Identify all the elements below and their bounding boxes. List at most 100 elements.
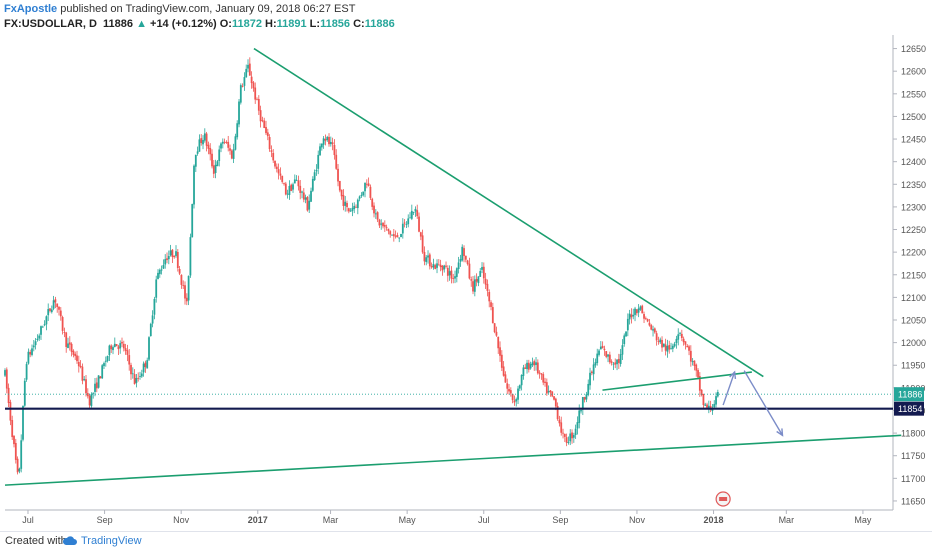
- candle-body: [248, 63, 251, 76]
- candle-body: [468, 263, 471, 279]
- candle-body: [661, 339, 663, 348]
- candle-body: [506, 383, 509, 389]
- candle-body: [306, 197, 309, 211]
- candle-body: [227, 141, 230, 148]
- candle-body: [311, 178, 314, 191]
- candle-body: [349, 210, 352, 212]
- candle-body: [95, 382, 98, 389]
- candle-body: [189, 237, 192, 276]
- symbol-info: FX:USDOLLAR, D 11886 ▲ +14 (+0.12%) O:11…: [4, 18, 395, 30]
- y-tick-label: 12150: [901, 270, 926, 280]
- candle-body: [387, 228, 390, 232]
- created-with-label: Created with: [5, 535, 67, 547]
- candle-body: [385, 226, 388, 228]
- candle-body: [52, 300, 55, 309]
- candle-body: [441, 265, 444, 271]
- candle-body: [713, 403, 716, 408]
- publish-info: FxApostle published on TradingView.com, …: [4, 3, 355, 15]
- candle-body: [297, 180, 300, 187]
- candle-body: [565, 437, 568, 443]
- candle-body: [558, 419, 561, 424]
- candle-body: [646, 319, 649, 322]
- candle-body: [389, 231, 392, 235]
- candle-body: [310, 190, 312, 202]
- candle-body: [680, 333, 683, 338]
- candle-body: [274, 160, 276, 167]
- candle-body: [266, 132, 269, 137]
- candle-body: [520, 374, 523, 386]
- price-chart[interactable]: 1165011700117501180011850119001195012000…: [0, 0, 932, 532]
- candle-body: [542, 374, 545, 383]
- candle-body: [691, 361, 694, 363]
- candle-body: [344, 201, 347, 206]
- candle-body: [484, 278, 487, 285]
- candle-body: [184, 285, 186, 299]
- candle-body: [686, 345, 689, 348]
- candle-body: [85, 379, 87, 394]
- candle-body: [203, 133, 206, 141]
- candle-body: [205, 133, 208, 146]
- candle-body: [265, 127, 267, 134]
- candle-body: [162, 265, 165, 269]
- candle-body: [560, 422, 563, 433]
- candle-body: [288, 185, 291, 195]
- low-value: 11856: [320, 18, 351, 30]
- candle-body: [405, 224, 408, 225]
- candle-body: [659, 339, 662, 343]
- candle-body: [286, 193, 289, 195]
- candle-body: [137, 377, 140, 379]
- candle-body: [171, 249, 174, 258]
- candle-body: [493, 323, 496, 333]
- candle-body: [234, 136, 237, 150]
- candle-body: [391, 234, 393, 236]
- candle-body: [470, 279, 473, 281]
- candle-body: [92, 392, 95, 394]
- candle-body: [76, 355, 78, 362]
- tradingview-link[interactable]: TradingView: [81, 535, 142, 547]
- support-price-badge: 11854: [898, 404, 922, 414]
- candle-body: [373, 205, 375, 214]
- candle-body: [275, 166, 278, 169]
- candle-body: [72, 350, 75, 355]
- candle-body: [122, 343, 125, 349]
- candle-body: [50, 309, 53, 313]
- candle-body: [308, 200, 311, 210]
- candle-body: [230, 150, 233, 159]
- trendline: [253, 47, 764, 378]
- candle-body: [257, 98, 260, 111]
- candle-body: [322, 138, 325, 145]
- candle-body: [319, 146, 321, 156]
- candle-body: [704, 404, 707, 406]
- candle-body: [160, 269, 163, 271]
- candle-body: [11, 420, 14, 438]
- candle-body: [317, 154, 320, 169]
- candle-body: [4, 370, 6, 376]
- candle-body: [466, 260, 469, 265]
- candle-body: [425, 257, 428, 263]
- x-tick-label: Sep: [97, 515, 113, 525]
- candle-body: [508, 389, 510, 392]
- candle-body: [101, 365, 104, 379]
- candle-body: [176, 251, 179, 269]
- candle-body: [108, 345, 111, 356]
- candle-body: [232, 149, 235, 159]
- author-link[interactable]: FxApostle: [4, 3, 58, 15]
- x-tick-label: Mar: [779, 515, 795, 525]
- candle-body: [374, 213, 377, 215]
- candle-body: [596, 353, 599, 364]
- candle-body: [538, 372, 541, 374]
- high-value: 11891: [276, 18, 307, 30]
- candle-body: [619, 354, 622, 365]
- symbol-label: FX:USDOLLAR, D: [4, 18, 97, 30]
- candle-body: [608, 354, 611, 363]
- candle-body: [418, 216, 420, 232]
- candle-body: [40, 326, 42, 335]
- y-tick-label: 12600: [901, 67, 926, 77]
- candle-body: [693, 360, 696, 366]
- support-price-badge-bg: [894, 401, 924, 416]
- y-tick-label: 11800: [901, 429, 925, 439]
- candle-body: [464, 255, 467, 260]
- candle-body: [112, 347, 114, 351]
- candle-body: [153, 298, 156, 315]
- x-tick-label: May: [399, 515, 417, 525]
